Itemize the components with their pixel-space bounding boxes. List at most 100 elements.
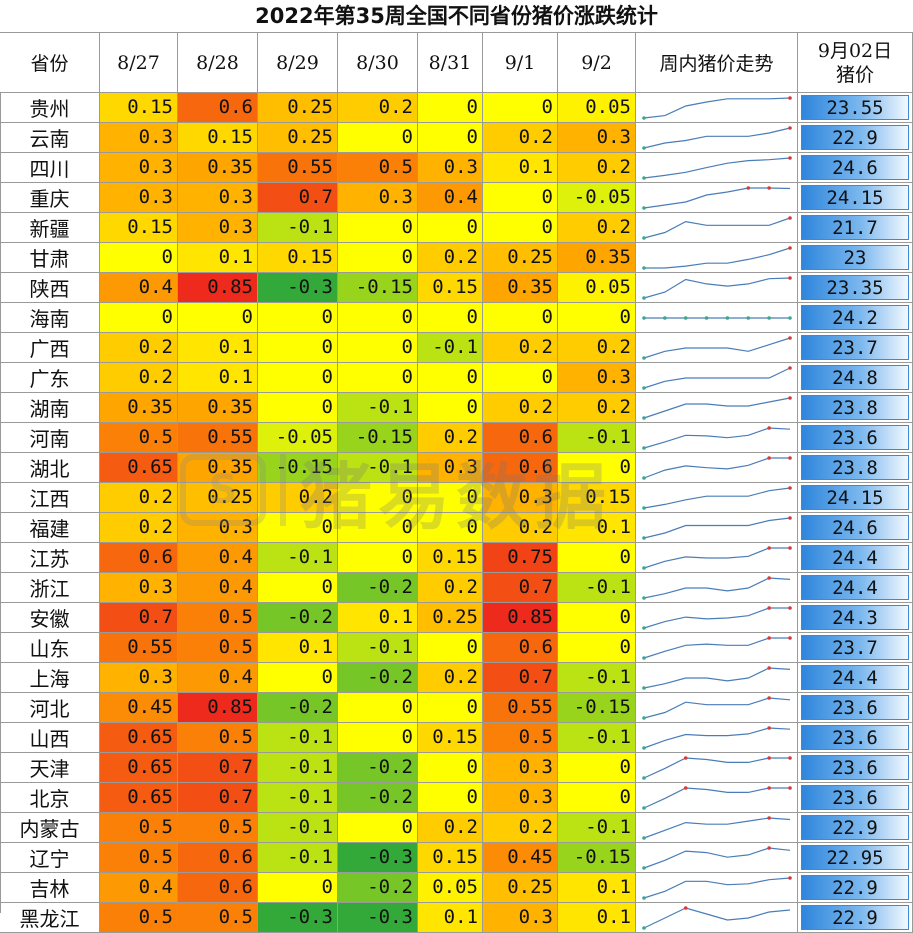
trend-marker <box>767 696 771 700</box>
change-cell: 0 <box>338 243 418 273</box>
header-date: 9/1 <box>483 33 558 93</box>
table-title: 2022年第35周全国不同省份猪价涨跌统计 <box>255 4 658 28</box>
trend-line <box>643 607 790 629</box>
trend-line <box>643 817 791 839</box>
change-cell: -0.1 <box>258 783 338 813</box>
trend-sparkline <box>642 546 792 570</box>
trend-marker <box>642 296 646 300</box>
trend-marker <box>642 176 646 180</box>
trend-marker <box>642 686 646 690</box>
header-price-date: 9月02日 <box>817 39 893 62</box>
change-cell: 0.5 <box>100 423 178 453</box>
province-cell: 安徽 <box>0 603 100 633</box>
change-cell: -0.1 <box>258 213 338 243</box>
trend-sparkline <box>642 606 792 630</box>
change-cell: -0.3 <box>258 903 338 933</box>
price-cell: 22.95 <box>798 843 913 873</box>
change-cell: 0.3 <box>100 123 178 153</box>
change-cell: 0.3 <box>100 153 178 183</box>
change-cell: 0.4 <box>100 273 178 303</box>
change-cell: 0.3 <box>558 363 636 393</box>
trend-sparkline-cell <box>636 663 798 693</box>
trend-sparkline-cell <box>636 573 798 603</box>
province-cell: 云南 <box>0 123 100 153</box>
trend-sparkline-cell <box>636 783 798 813</box>
price-bar: 24.3 <box>801 605 909 630</box>
price-cell: 24.4 <box>798 573 913 603</box>
change-cell: 0.65 <box>100 723 178 753</box>
trend-marker <box>746 186 751 190</box>
change-cell: 0 <box>338 483 418 513</box>
trend-sparkline-cell <box>636 813 798 843</box>
change-cell: 0.2 <box>418 243 483 273</box>
change-cell: 0 <box>338 333 418 363</box>
trend-sparkline-cell <box>636 543 798 573</box>
change-cell: 0.25 <box>258 123 338 153</box>
province-cell: 海南 <box>0 303 100 333</box>
price-cell: 23.55 <box>798 93 913 123</box>
trend-marker <box>642 626 646 630</box>
change-cell: 0 <box>483 363 558 393</box>
change-cell: 0.65 <box>100 453 178 483</box>
change-cell: -0.2 <box>338 663 418 693</box>
change-cell: 0 <box>100 243 178 273</box>
change-cell: 0.3 <box>558 123 636 153</box>
change-cell: 0.3 <box>100 663 178 693</box>
change-cell: 0.5 <box>178 813 258 843</box>
change-cell: 0.3 <box>483 753 558 783</box>
change-cell: 0.3 <box>418 153 483 183</box>
trend-marker <box>767 666 771 670</box>
change-cell: 0 <box>418 693 483 723</box>
trend-sparkline <box>642 156 792 180</box>
price-bar: 22.9 <box>801 905 909 930</box>
price-cell: 24.4 <box>798 663 913 693</box>
change-cell: 0.1 <box>558 513 636 543</box>
trend-marker <box>642 716 646 720</box>
trend-marker <box>767 186 771 190</box>
change-cell: 0.2 <box>558 333 636 363</box>
trend-line <box>643 157 791 179</box>
change-cell: 0 <box>558 633 636 663</box>
change-cell: 0.25 <box>418 603 483 633</box>
trend-line <box>643 187 791 209</box>
trend-sparkline <box>642 426 791 450</box>
trend-marker <box>663 316 667 320</box>
change-cell: 0.5 <box>338 153 418 183</box>
trend-marker <box>788 546 792 550</box>
trend-marker <box>642 836 646 840</box>
price-cell: 24.2 <box>798 303 913 333</box>
price-bar: 22.95 <box>801 845 909 870</box>
change-cell: -0.2 <box>258 693 338 723</box>
change-cell: 0.5 <box>100 843 178 873</box>
change-cell: 0.4 <box>178 543 258 573</box>
price-bar: 23.6 <box>801 425 909 450</box>
change-cell: 0 <box>338 213 418 243</box>
header-price: 9月02日 猪价 <box>798 33 913 93</box>
change-cell: 0 <box>258 303 338 333</box>
trend-sparkline <box>642 696 791 720</box>
change-cell: 0.2 <box>483 123 558 153</box>
trend-line <box>643 487 791 509</box>
price-cell: 24.3 <box>798 603 913 633</box>
trend-marker <box>788 216 792 220</box>
trend-line <box>643 457 790 479</box>
change-cell: 0 <box>418 123 483 153</box>
change-cell: 0.2 <box>558 153 636 183</box>
trend-sparkline <box>642 456 792 480</box>
change-cell: 0 <box>338 693 418 723</box>
trend-sparkline <box>642 786 792 810</box>
price-cell: 22.9 <box>798 873 913 903</box>
change-cell: 0.15 <box>100 213 178 243</box>
change-cell: -0.1 <box>558 573 636 603</box>
trend-marker <box>767 636 771 640</box>
trend-line <box>643 907 791 929</box>
change-cell: 0.15 <box>418 723 483 753</box>
change-cell: -0.1 <box>558 663 636 693</box>
trend-line <box>643 877 791 899</box>
change-cell: 0 <box>338 813 418 843</box>
province-cell: 辽宁 <box>0 843 100 873</box>
province-cell: 上海 <box>0 663 100 693</box>
price-bar: 24.4 <box>801 665 909 690</box>
change-cell: 0.5 <box>483 723 558 753</box>
trend-marker <box>642 806 646 810</box>
